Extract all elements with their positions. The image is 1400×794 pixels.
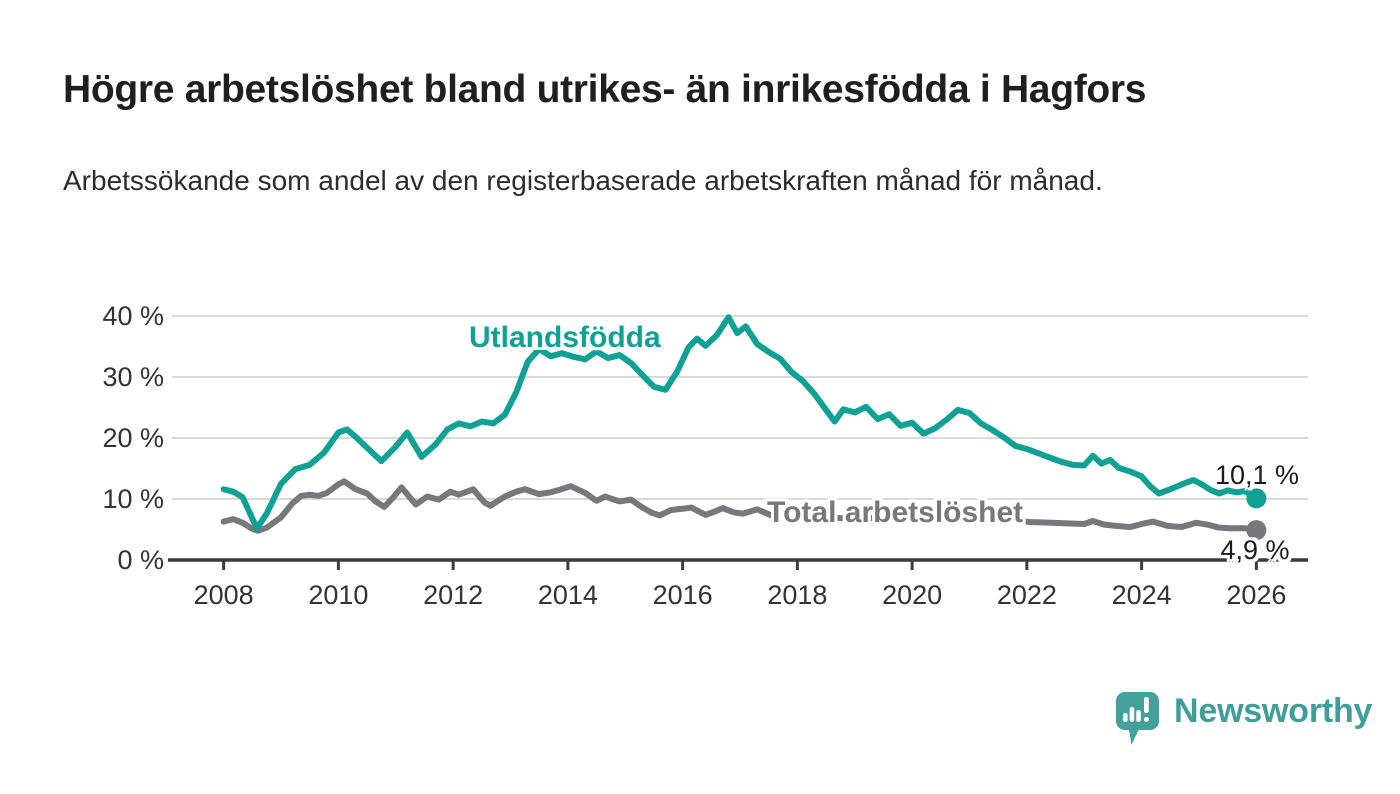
y-tick-label: 10 % [102, 484, 164, 514]
x-tick-label: 2026 [1226, 580, 1287, 610]
y-tick-label: 40 % [102, 301, 164, 331]
x-tick-label: 2008 [193, 580, 254, 610]
newsworthy-logo-icon [1116, 692, 1159, 745]
x-tick-label: 2024 [1111, 580, 1172, 610]
x-tick-label: 2018 [767, 580, 828, 610]
y-tick-label: 30 % [102, 362, 164, 392]
x-tick-label: 2016 [652, 580, 713, 610]
end-value-label-utlandsfodda: 10,1 % [1214, 460, 1300, 490]
page-subtitle: Arbetssökande som andel av den registerb… [63, 165, 1103, 196]
end-value-label-total: 4,9 % [1220, 535, 1290, 565]
y-tick-label: 0 % [117, 545, 164, 575]
x-tick-label: 2022 [996, 580, 1057, 610]
x-tick-label: 2010 [308, 580, 369, 610]
x-tick-label: 2014 [537, 580, 598, 610]
series-line-total [220, 478, 1260, 534]
series-label-utlandsfodda: Utlandsfödda [469, 321, 661, 354]
page-title: Högre arbetslöshet bland utrikes- än inr… [63, 68, 1147, 111]
series-label-total-arbetsloshet: Total arbetslöshet [767, 496, 1024, 529]
series-end-dot-total [1246, 520, 1267, 541]
x-tick-label: 2020 [882, 580, 943, 610]
series-line-foreign_born [220, 314, 1260, 532]
series-end-dot-foreign_born [1246, 488, 1267, 509]
newsworthy-logo-text: Newsworthy [1174, 692, 1373, 730]
x-tick-label: 2012 [423, 580, 484, 610]
newsworthy-logo: Newsworthy [1116, 686, 1372, 748]
y-tick-label: 20 % [102, 423, 164, 453]
